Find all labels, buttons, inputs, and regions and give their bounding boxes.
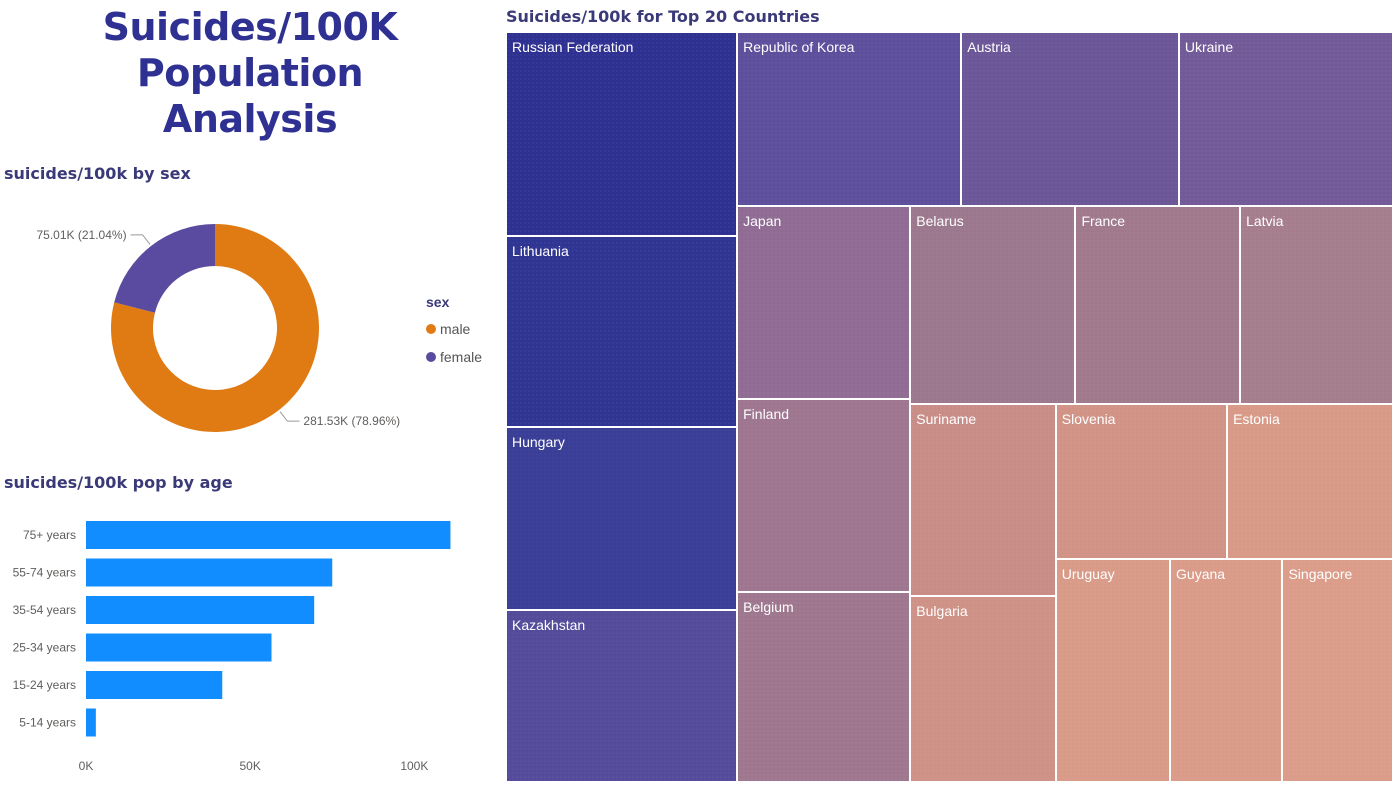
treemap-tile-bulgaria[interactable]: Bulgaria — [910, 595, 1056, 782]
treemap-tile-uruguay[interactable]: Uruguay — [1055, 559, 1171, 782]
treemap-tile-label: Bulgaria — [916, 602, 968, 619]
treemap-tile-label: Austria — [967, 39, 1011, 55]
legend-item-female[interactable]: female — [426, 343, 482, 371]
treemap-tile-suriname[interactable]: Suriname — [910, 403, 1056, 596]
legend-item-male[interactable]: male — [426, 315, 482, 343]
treemap-tile-france[interactable]: France — [1075, 205, 1241, 404]
treemap-tile-lithuania[interactable]: Lithuania — [506, 235, 738, 427]
legend-marker-male — [426, 324, 436, 334]
treemap-tile-label: Belarus — [916, 212, 964, 229]
treemap-tile-kazakhstan[interactable]: Kazakhstan — [506, 610, 738, 782]
x-tick-label: 50K — [239, 759, 260, 773]
treemap-tile-label: Singapore — [1288, 566, 1353, 583]
treemap-tile-republic-of-korea[interactable]: Republic of Korea — [737, 32, 962, 206]
donut-data-label-female: 75.01K (21.04%) — [37, 228, 127, 242]
treemap-tile-label: Uruguay — [1061, 566, 1115, 583]
page-title-line-2: Analysis — [162, 97, 338, 141]
treemap-tile-estonia[interactable]: Estonia — [1227, 403, 1393, 560]
treemap-tile-label: France — [1081, 212, 1126, 229]
donut-slice-female[interactable] — [114, 224, 215, 313]
y-tick-label: 15-24 years — [13, 678, 76, 692]
bar-chart-title: suicides/100k pop by age — [4, 473, 233, 492]
bar-35-54-years[interactable] — [86, 596, 315, 624]
legend-label-female: female — [440, 349, 483, 365]
treemap-tile-belgium[interactable]: Belgium — [737, 591, 911, 782]
donut-chart[interactable]: 281.53K (78.96%) 75.01K (21.04%) — [0, 200, 500, 450]
bar-5-14-years[interactable] — [86, 708, 96, 737]
treemap-tile-austria[interactable]: Austria — [961, 32, 1179, 206]
treemap-tile-guyana[interactable]: Guyana — [1170, 559, 1283, 782]
y-tick-label: 35-54 years — [13, 603, 76, 617]
treemap-chart[interactable]: Russian Federation Lithuania Hungary Kazakh… — [506, 32, 1393, 782]
y-tick-label: 55-74 years — [13, 566, 76, 580]
bar-25-34-years[interactable] — [86, 633, 272, 662]
treemap-tile-ukraine[interactable]: Ukraine — [1178, 32, 1393, 206]
treemap-tile-hungary[interactable]: Hungary — [506, 426, 738, 611]
legend-label-male: male — [440, 321, 471, 337]
bar-15-24-years[interactable] — [86, 671, 223, 699]
legend-title: sex — [426, 294, 450, 310]
y-tick-label: 75+ years — [23, 528, 76, 542]
donut-leader-line-female — [130, 234, 151, 245]
treemap-tile-belarus[interactable]: Belarus — [910, 205, 1076, 404]
treemap-tile-label: Ukraine — [1184, 39, 1234, 55]
donut-leader-line-male — [279, 411, 300, 422]
bar-55-74-years[interactable] — [86, 558, 333, 587]
y-tick-label: 25-34 years — [13, 641, 76, 655]
treemap-tile-label: Russian Federation — [512, 39, 634, 55]
treemap-tile-label: Belgium — [743, 598, 794, 615]
legend-marker-female — [426, 352, 436, 362]
treemap-tile-label: Kazakhstan — [512, 617, 586, 634]
treemap-tile-label: Finland — [743, 406, 790, 423]
treemap-tile-singapore[interactable]: Singapore — [1282, 559, 1393, 782]
treemap-tile-label: Hungary — [512, 433, 565, 450]
page-title: Suicides/100K Population Analysis — [0, 4, 500, 142]
treemap-tile-label: Estonia — [1233, 410, 1280, 427]
bar-75-years[interactable] — [86, 521, 451, 549]
treemap-tile-japan[interactable]: Japan — [737, 205, 911, 400]
page-title-line-1: Suicides/100K Population — [102, 5, 398, 95]
y-tick-label: 5-14 years — [19, 716, 76, 730]
treemap-tile-label: Slovenia — [1061, 410, 1116, 427]
donut-chart-title: suicides/100k by sex — [4, 164, 191, 183]
treemap-tile-latvia[interactable]: Latvia — [1240, 205, 1393, 404]
treemap-title: Suicides/100k for Top 20 Countries — [506, 7, 820, 26]
bar-chart[interactable]: 75+ years 55-74 years 35-54 years 25-34 yea… — [0, 500, 500, 785]
treemap-tile-label: Latvia — [1246, 212, 1284, 229]
treemap-tile-label: Japan — [743, 212, 782, 229]
treemap-tile-label: Lithuania — [512, 242, 569, 259]
treemap-tile-russian-federation[interactable]: Russian Federation — [506, 32, 738, 236]
treemap-tile-label: Guyana — [1176, 566, 1226, 583]
treemap-tile-label: Republic of Korea — [743, 39, 855, 55]
donut-legend: sex male female — [426, 294, 482, 371]
donut-data-label-male: 281.53K (78.96%) — [303, 414, 400, 428]
x-tick-label: 100K — [400, 759, 428, 773]
x-tick-label: 0K — [79, 759, 94, 773]
treemap-tile-slovenia[interactable]: Slovenia — [1055, 403, 1228, 560]
treemap-tile-finland[interactable]: Finland — [737, 399, 911, 592]
treemap-tile-label: Suriname — [916, 410, 977, 427]
donut-slice-male[interactable] — [110, 224, 319, 432]
